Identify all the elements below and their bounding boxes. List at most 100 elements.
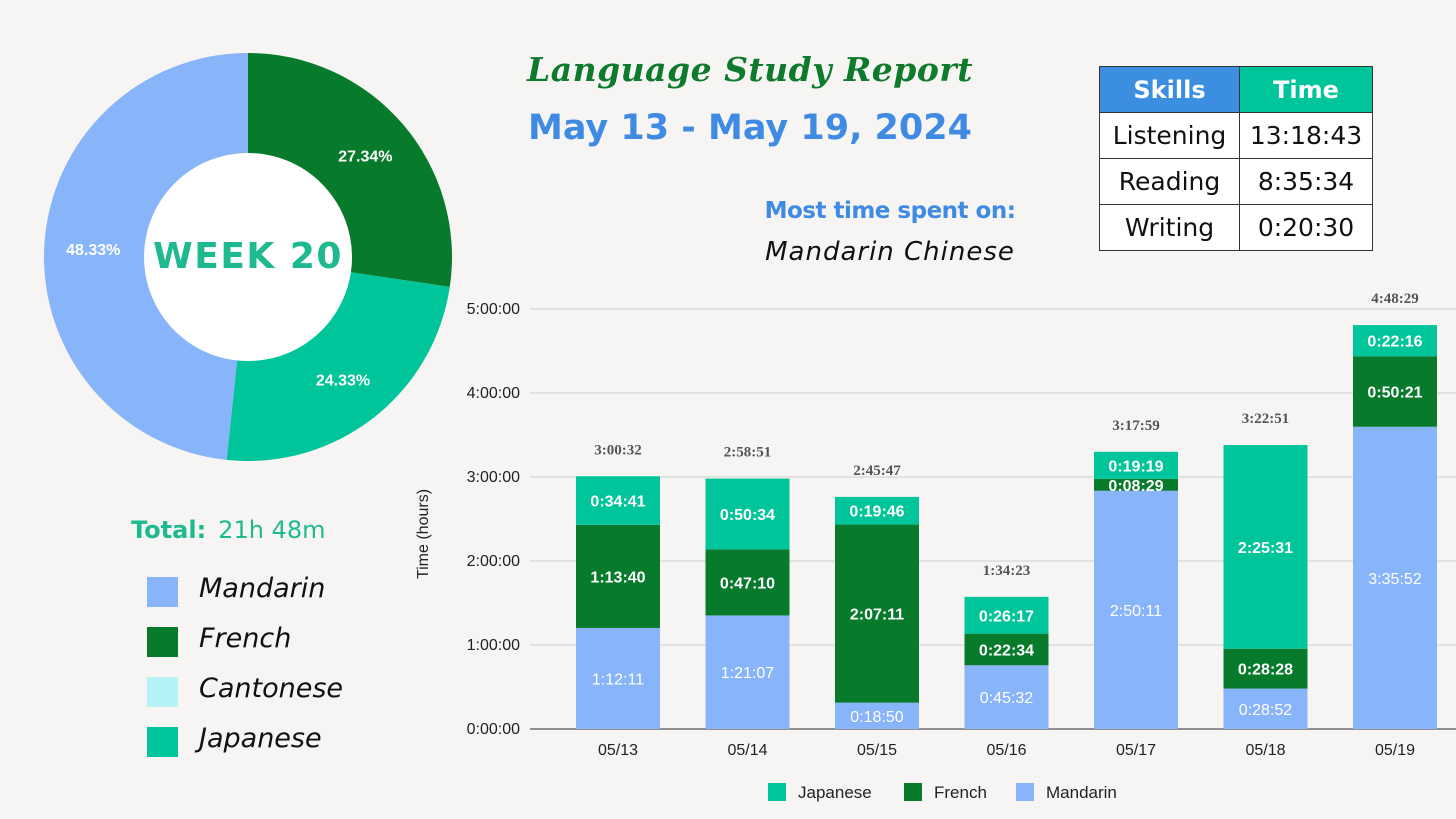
time-header: Time: [1239, 66, 1373, 113]
y-tick-label: 4:00:00: [467, 385, 520, 402]
pie-slice-label: 27.34%: [338, 149, 392, 166]
bar-total-label: 3:00:32: [594, 442, 642, 458]
report-title: Language Study Report: [526, 50, 974, 89]
skill-name: Writing: [1099, 204, 1240, 251]
legend-swatch: [147, 627, 178, 657]
bar-total-label: 3:17:59: [1112, 418, 1160, 434]
total-value: 21h 48m: [218, 516, 326, 544]
y-axis-label: Time (hours): [415, 489, 432, 579]
bar-value-label: 1:12:11: [592, 671, 644, 688]
stacked-bar-chart: 0:00:00 1:00:00 2:00:00 3:00:00 4:00:00 5:00:…: [415, 291, 1456, 802]
skill-time: 0:20:30: [1239, 204, 1373, 251]
bar-segment-japanese: [1353, 325, 1437, 357]
x-tick-label: 05/19: [1375, 742, 1415, 759]
bar-segment-japanese: [1094, 451, 1178, 479]
x-tick-label: 05/16: [986, 742, 1026, 759]
bar-value-label: 0:22:16: [1367, 334, 1422, 351]
bar-value-label: 0:45:32: [980, 690, 1033, 707]
donut-hole: [144, 153, 352, 361]
donut-chart: WEEK 20 27.34% 24.33% 48.33%: [43, 53, 452, 461]
bar-value-label: 0:18:50: [850, 709, 903, 726]
bar-total-label: 3:22:51: [1242, 411, 1290, 427]
table-row: Listening 13:18:43: [1099, 112, 1373, 159]
date-range: May 13 - May 19, 2024: [528, 108, 972, 148]
bar-total-label: 1:34:23: [983, 563, 1031, 579]
most-time-label: Most time spent on:: [764, 198, 1016, 224]
legend-label: Mandarin: [199, 573, 326, 604]
bar-value-label: 0:47:10: [720, 575, 775, 592]
skill-time: 8:35:34: [1239, 158, 1373, 205]
y-tick-label: 1:00:00: [467, 637, 520, 654]
bar-value-label: 0:50:34: [720, 507, 775, 524]
bar-value-label: 0:50:21: [1367, 385, 1422, 402]
bar-value-label: 2:07:11: [850, 607, 904, 624]
donut-center-label: WEEK 20: [153, 236, 343, 277]
y-tick-label: 5:00:00: [467, 301, 520, 318]
bar-segment-french: [1353, 356, 1437, 427]
skill-time: 13:18:43: [1239, 112, 1373, 159]
y-tick-label: 0:00:00: [467, 721, 520, 738]
skills-table-header-row: Skills Time: [1099, 66, 1373, 113]
table-row: Reading 8:35:34: [1099, 158, 1373, 205]
bar-segment-japanese: [576, 476, 660, 525]
bar-value-label: 0:34:41: [590, 494, 645, 511]
bar-value-label: 0:26:17: [979, 608, 1034, 625]
x-tick-label: 05/17: [1116, 742, 1156, 759]
bar-value-label: 0:08:29: [1108, 478, 1163, 495]
bar-segment-french: [964, 633, 1049, 666]
bar-value-label: 0:28:52: [1239, 702, 1292, 719]
bar-segment-french: [576, 524, 660, 628]
bar-segment-japanese: [964, 596, 1049, 634]
bar-value-label: 0:28:28: [1238, 662, 1293, 679]
bar-total-label: 4:48:29: [1371, 291, 1419, 307]
x-tick-label: 05/13: [598, 742, 638, 759]
total-summary: Total: 21h 48m: [131, 516, 325, 544]
legend-swatch-mandarin: [1016, 783, 1034, 801]
legend-swatch: [147, 577, 178, 607]
y-tick-label: 2:00:00: [467, 553, 520, 570]
bar-segment-japanese: [835, 496, 919, 525]
bar-value-label: 2:25:31: [1238, 540, 1293, 557]
skill-name: Listening: [1099, 112, 1240, 159]
bar-total-label: 2:58:51: [724, 445, 772, 461]
bar-segment-mandarin: [835, 702, 919, 729]
bar-value-label: 0:19:46: [849, 504, 904, 521]
bar-segment-french: [1223, 648, 1308, 689]
skills-table: Skills Time Listening 13:18:43 Reading 8…: [1099, 66, 1373, 251]
bar-total-label: 2:45:47: [853, 463, 901, 479]
bar-segment-french: [835, 524, 919, 703]
pie-slice-label: 48.33%: [66, 242, 120, 259]
legend-label: Japanese: [199, 723, 322, 754]
legend-swatch: [147, 727, 178, 757]
bar-segment-mandarin: [576, 627, 660, 729]
bar-segment-mandarin: [1223, 688, 1308, 729]
legend-label-french: French: [934, 783, 987, 802]
skills-header: Skills: [1099, 66, 1240, 113]
x-tick-label: 05/15: [857, 742, 897, 759]
bar-segment-french: [1094, 478, 1178, 491]
y-tick-label: 3:00:00: [467, 469, 520, 486]
bar-value-label: 0:19:19: [1108, 458, 1163, 475]
bar-segment-mandarin: [1094, 490, 1178, 729]
bar-segment-mandarin: [705, 615, 790, 729]
bar-value-label: 2:50:11: [1110, 603, 1162, 620]
bar-value-label: 0:22:34: [979, 642, 1034, 659]
legend-swatch: [147, 677, 178, 707]
skill-name: Reading: [1099, 158, 1240, 205]
legend-swatch-french: [904, 783, 922, 801]
bar-value-label: 1:13:40: [590, 569, 645, 586]
total-label: Total:: [131, 516, 207, 544]
legend-label: Cantonese: [199, 673, 344, 704]
bar-value-label: 1:21:07: [721, 665, 774, 682]
most-time-value: Mandarin Chinese: [765, 237, 1015, 267]
legend-label-mandarin: Mandarin: [1046, 783, 1117, 802]
bar-value-label: 3:35:52: [1368, 571, 1421, 588]
bar-segment-japanese: [705, 478, 790, 550]
legend-swatch-japanese: [768, 783, 786, 801]
legend-label: French: [199, 623, 292, 654]
x-tick-label: 05/14: [727, 742, 767, 759]
bar-segment-mandarin: [1353, 426, 1437, 729]
table-row: Writing 0:20:30: [1099, 204, 1373, 251]
bar-segment-japanese: [1223, 445, 1308, 649]
